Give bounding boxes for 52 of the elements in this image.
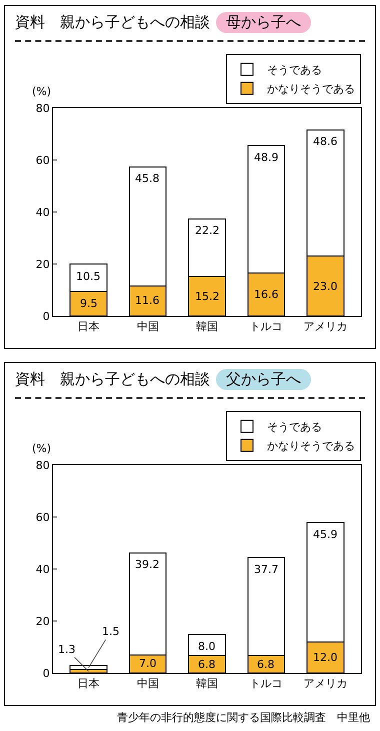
legend-label: そうである <box>267 64 322 77</box>
y-tick-label: 20 <box>36 258 50 271</box>
x-tick-label: トルコ <box>250 677 283 690</box>
x-tick-label: 中国 <box>136 677 159 690</box>
chart-title: 資料 親から子どもへの相談 <box>15 13 210 31</box>
data-label: 23.0 <box>313 280 338 293</box>
chart-title: 資料 親から子どもへの相談 <box>15 370 210 388</box>
y-tick-label: 40 <box>36 562 50 576</box>
x-tick-label: 韓国 <box>196 320 218 334</box>
data-label: 15.2 <box>195 290 220 303</box>
data-label: 7.0 <box>139 657 156 670</box>
x-tick-label: アメリカ <box>303 677 348 690</box>
data-label: 39.2 <box>135 558 160 571</box>
data-label: 10.5 <box>76 270 100 283</box>
chart-subtitle: 父から子へ <box>216 369 311 390</box>
x-tick-label: 日本 <box>78 320 100 334</box>
y-tick-label: 40 <box>36 206 50 219</box>
data-label: 1.3 <box>58 643 76 656</box>
x-tick-label: 韓国 <box>196 677 218 690</box>
data-label: 6.8 <box>257 658 274 671</box>
y-tick-label: 80 <box>36 102 50 115</box>
legend-label: かなりそうである <box>267 82 355 96</box>
legend-label: かなりそうである <box>267 440 355 453</box>
data-label: 37.7 <box>254 563 278 576</box>
y-axis-title: (%) <box>32 85 52 98</box>
y-tick-label: 0 <box>42 310 50 323</box>
y-tick-label: 80 <box>36 458 50 472</box>
legend-label: そうである <box>267 420 322 434</box>
data-label: 45.9 <box>313 528 338 541</box>
y-tick-label: 0 <box>42 666 50 680</box>
data-label: 48.9 <box>254 151 278 164</box>
data-label: 8.0 <box>198 640 216 653</box>
text: 青少年の非行的態度に関する国際比較調査 中里他 <box>117 710 370 725</box>
x-tick-label: 中国 <box>136 320 159 334</box>
data-label: 6.8 <box>198 658 216 671</box>
y-axis-title: (%) <box>32 442 52 455</box>
data-label: 16.6 <box>254 288 278 301</box>
data-label: 12.0 <box>313 651 338 664</box>
data-label: 48.6 <box>313 135 338 148</box>
chart-subtitle: 母から子へ <box>216 12 311 33</box>
data-label: 45.8 <box>135 172 160 185</box>
data-label: 11.6 <box>135 294 160 307</box>
bar <box>70 665 108 670</box>
data-label: 9.5 <box>80 297 98 310</box>
data-label: 1.5 <box>102 625 120 638</box>
x-tick-label: アメリカ <box>303 320 348 334</box>
y-tick-label: 60 <box>36 510 50 524</box>
x-tick-label: トルコ <box>250 320 283 334</box>
x-tick-label: 日本 <box>78 677 100 690</box>
y-tick-label: 60 <box>36 154 50 167</box>
data-label: 22.2 <box>195 224 220 237</box>
y-tick-label: 20 <box>36 614 50 628</box>
